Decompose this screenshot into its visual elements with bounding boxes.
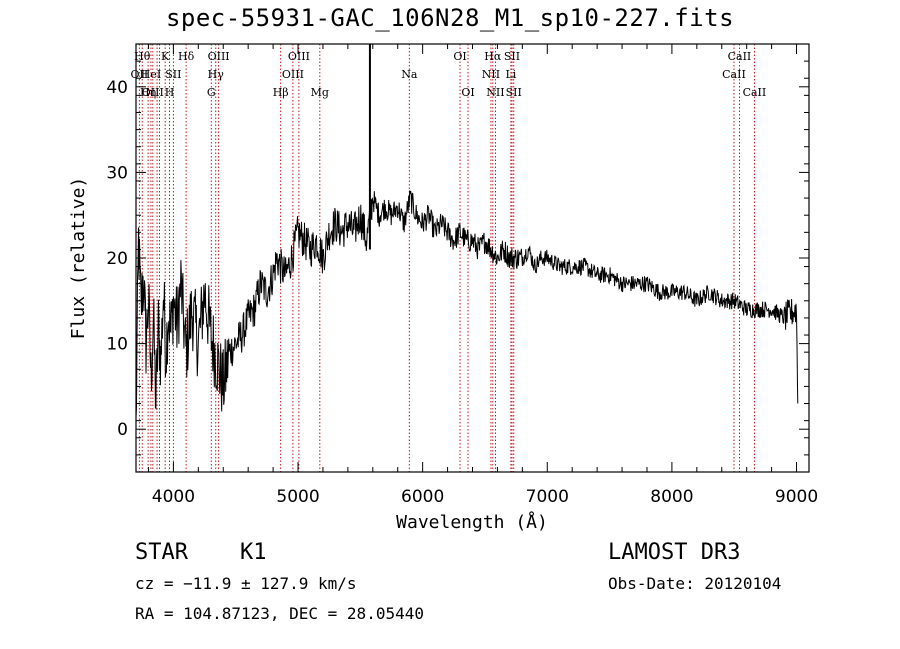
x-tick-label: 7000	[526, 487, 569, 507]
y-tick-label: 20	[106, 249, 128, 269]
line-label: CaII	[728, 50, 752, 63]
x-axis-label: Wavelength (Å)	[396, 511, 548, 533]
line-label: Hδ	[178, 50, 195, 63]
spectrum-data	[135, 190, 799, 418]
line-label: HeI	[141, 68, 161, 81]
line-label: OI	[461, 86, 474, 99]
line-label: NII	[486, 86, 504, 99]
line-label: K	[161, 50, 170, 63]
line-label: OI	[453, 50, 466, 63]
chart-title: spec-55931-GAC_106N28_M1_sp10-227.fits	[165, 4, 735, 32]
axis-ticks: 4000 5000 6000 7000 8000 9000 0 10 20 30 40	[106, 43, 818, 507]
y-tick-label: 40	[106, 78, 128, 98]
line-label: CaII	[722, 68, 746, 81]
line-label: OIII	[142, 86, 164, 99]
line-label: OIII	[208, 50, 230, 63]
line-label: Na	[401, 68, 418, 81]
y-tick-label: 0	[117, 420, 128, 440]
line-label: Hθ	[134, 50, 151, 63]
line-label: OIII	[282, 68, 304, 81]
object-subclass: K1	[240, 540, 267, 565]
line-label: SII	[165, 68, 181, 81]
obs-date-text: Obs-Date: 20120104	[608, 574, 782, 593]
line-label: H	[165, 86, 175, 99]
x-tick-label: 4000	[152, 487, 195, 507]
line-label: Li	[505, 68, 516, 81]
redshift-text: cz = −11.9 ± 127.9 km/s	[135, 574, 357, 593]
line-label: Hη	[140, 86, 156, 99]
line-label: NII	[482, 68, 500, 81]
y-axis-label: Flux (relative)	[68, 177, 89, 340]
object-class: STAR	[135, 540, 188, 565]
spectrum-line	[135, 190, 799, 418]
line-labels: OII Hθ Hη HeI OIII K H SII Hδ G Hγ OIII Hβ OIII OIII Mg…	[131, 50, 767, 99]
coordinates-text: RA = 104.87123, DEC = 28.05440	[135, 604, 424, 623]
line-label: Hγ	[208, 68, 225, 81]
x-tick-label: 9000	[775, 487, 818, 507]
y-tick-label: 10	[106, 335, 128, 355]
survey-name: LAMOST DR3	[608, 540, 741, 565]
y-tick-label: 30	[106, 163, 128, 183]
line-label: Mg	[311, 86, 329, 99]
line-label: Hβ	[273, 86, 289, 99]
line-label: OII	[131, 68, 149, 81]
line-label: OIII	[288, 50, 310, 63]
x-tick-label: 6000	[401, 487, 444, 507]
line-label: SII	[506, 86, 522, 99]
line-label: SII	[504, 50, 520, 63]
line-label: G	[207, 86, 216, 99]
x-tick-label: 5000	[276, 487, 319, 507]
emission-line-markers	[138, 44, 755, 472]
line-label: CaII	[743, 86, 767, 99]
line-label: Hα	[484, 50, 502, 63]
plot-frame	[135, 43, 810, 473]
x-tick-label: 8000	[650, 487, 693, 507]
